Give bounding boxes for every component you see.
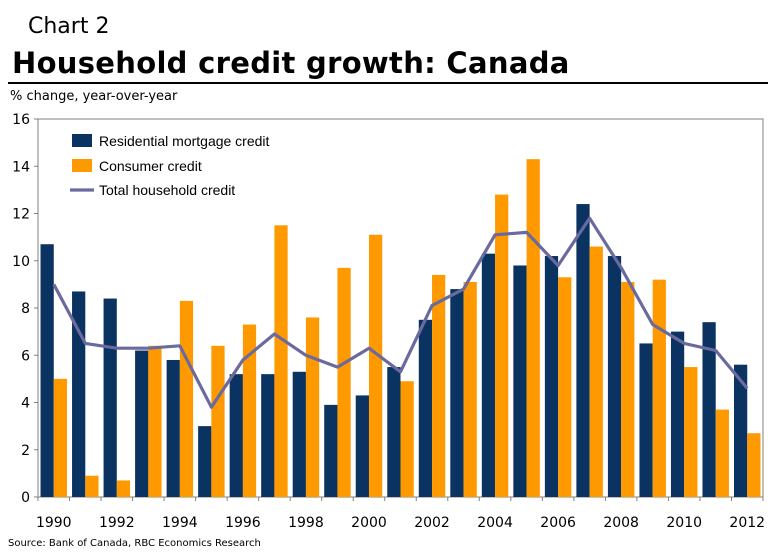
line-total-household	[52, 216, 749, 409]
bar-mortgage	[72, 291, 86, 497]
bar-mortgage	[544, 256, 559, 497]
bar-mortgage	[261, 374, 275, 497]
y-tick-label: 16	[12, 112, 30, 128]
y-tick-label: 8	[21, 301, 30, 317]
bar-mortgage	[734, 364, 748, 497]
bar-consumer	[148, 345, 162, 497]
bar-mortgage	[607, 256, 622, 497]
bar-mortgage	[324, 404, 338, 497]
bar-consumer	[526, 159, 540, 497]
bar-consumer	[116, 480, 131, 497]
bar-mortgage	[292, 371, 306, 497]
x-tick-label: 2010	[666, 515, 702, 531]
bar-consumer	[652, 279, 666, 497]
legend-label-total: Total household credit	[99, 182, 235, 198]
bar-mortgage	[229, 374, 243, 497]
bar-mortgage	[702, 322, 716, 497]
bar-mortgage	[670, 331, 685, 497]
bar-consumer	[368, 234, 383, 497]
y-axis-label: % change, year-over-year	[10, 89, 178, 104]
bar-consumer	[589, 246, 603, 497]
x-tick-label: 2000	[351, 515, 387, 531]
bar-consumer	[747, 433, 761, 497]
x-tick-label: 2002	[414, 515, 450, 531]
chart-title: Household credit growth: Canada	[12, 46, 570, 80]
legend-label-consumer: Consumer credit	[99, 158, 202, 174]
bar-mortgage	[135, 350, 149, 497]
bar-consumer	[179, 300, 194, 497]
legend-swatch-mortgage	[72, 134, 92, 147]
y-tick-label: 0	[21, 490, 30, 506]
bar-consumer	[495, 194, 509, 497]
chart-label: Chart 2	[28, 14, 110, 39]
bar-consumer	[400, 381, 414, 497]
x-tick-label: 2006	[540, 515, 576, 531]
bar-consumer	[684, 367, 698, 497]
bar-mortgage	[355, 395, 369, 497]
y-tick-label: 14	[12, 159, 30, 175]
x-tick-label: 2008	[603, 515, 639, 531]
bar-consumer	[85, 475, 99, 497]
bar-consumer	[274, 225, 288, 497]
bar-consumer	[463, 282, 477, 497]
legend-label-mortgage: Residential mortgage credit	[99, 133, 270, 149]
bar-mortgage	[513, 265, 527, 497]
bar-mortgage	[387, 367, 401, 497]
bar-mortgage	[450, 289, 464, 497]
x-tick-label: 1990	[36, 515, 72, 531]
x-tick-label: 1992	[99, 515, 135, 531]
legend-swatch-consumer	[72, 159, 92, 172]
x-tick-label: 1998	[288, 515, 324, 531]
y-tick-label: 6	[21, 348, 30, 364]
bar-consumer	[558, 277, 572, 497]
y-tick-label: 10	[12, 254, 30, 270]
bar-mortgage	[198, 426, 212, 497]
bar-mortgage	[576, 204, 590, 498]
title-rule	[8, 82, 768, 84]
bar-consumer	[211, 345, 225, 497]
y-tick-label: 12	[12, 207, 30, 223]
y-tick-label: 4	[21, 396, 30, 412]
x-tick-label: 1994	[162, 515, 198, 531]
bar-consumer	[337, 267, 351, 497]
bar-consumer	[621, 282, 635, 497]
bar-mortgage	[418, 319, 433, 497]
bar-mortgage	[166, 359, 180, 497]
source-note: Source: Bank of Canada, RBC Economics Re…	[8, 538, 261, 549]
bar-consumer	[53, 378, 67, 497]
x-tick-label: 2012	[729, 515, 765, 531]
x-tick-label: 1996	[225, 515, 261, 531]
bar-consumer	[305, 317, 320, 497]
bar-mortgage	[40, 244, 54, 497]
bar-mortgage	[481, 253, 496, 497]
bar-mortgage	[103, 298, 117, 497]
y-tick-label: 2	[21, 443, 30, 459]
bar-consumer	[242, 324, 257, 497]
bar-consumer	[715, 409, 729, 497]
x-tick-label: 2004	[477, 515, 513, 531]
bar-consumer	[432, 274, 446, 497]
bar-mortgage	[639, 343, 653, 497]
